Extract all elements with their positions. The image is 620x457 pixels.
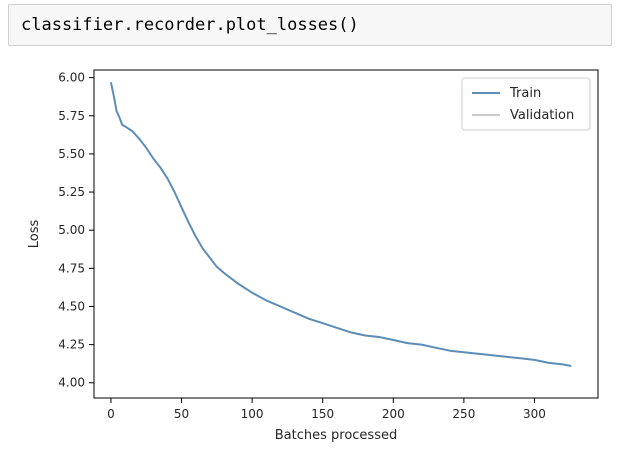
- legend-frame: [461, 77, 591, 131]
- y-tick-label: 5.75: [58, 109, 85, 123]
- x-tick-label: 250: [452, 407, 475, 421]
- x-tick-label: 150: [311, 407, 334, 421]
- y-tick-label: 4.75: [58, 261, 85, 275]
- code-cell[interactable]: classifier.recorder.plot_losses(): [8, 4, 612, 46]
- y-tick-label: 4.25: [58, 338, 85, 352]
- code-text: classifier.recorder.plot_losses(): [21, 15, 359, 35]
- loss-chart: 0 50 100 150 200 250 300 4.00 4.25 4.50 4.75 5.00 5.…: [27, 69, 599, 443]
- x-tick-label: 100: [241, 407, 264, 421]
- legend-label-validation: Validation: [510, 108, 574, 123]
- y-tick-label: 4.50: [58, 299, 85, 313]
- y-axis-label: Loss: [27, 220, 42, 249]
- y-tick-label: 5.25: [58, 185, 85, 199]
- y-tick-label: 4.00: [58, 376, 85, 390]
- y-tick-label: 5.50: [58, 147, 85, 161]
- y-tick-label: 6.00: [58, 71, 85, 85]
- plot-root: 0 50 100 150 200 250 300 4.00 4.25 4.50 4.75 5.00 5.…: [27, 69, 599, 443]
- legend: Train Validation: [461, 77, 591, 131]
- legend-label-train: Train: [509, 86, 541, 101]
- x-tick-label: 0: [107, 407, 115, 421]
- x-tick-label: 50: [174, 407, 189, 421]
- x-tick-label: 300: [523, 407, 546, 421]
- series-line-train: [109, 81, 572, 367]
- x-axis-label: Batches processed: [275, 428, 397, 443]
- x-tick-label: 200: [382, 407, 405, 421]
- y-tick-label: 5.00: [58, 223, 85, 237]
